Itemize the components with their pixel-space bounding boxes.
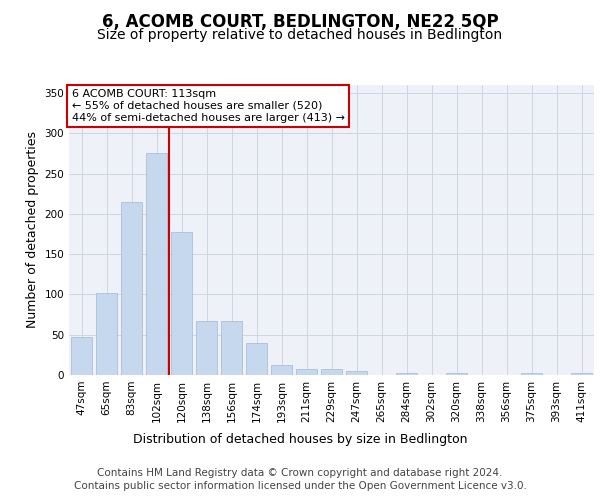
Bar xyxy=(146,154,167,375)
Text: Size of property relative to detached houses in Bedlington: Size of property relative to detached ho… xyxy=(97,28,503,42)
Bar xyxy=(96,293,117,375)
Text: Contains public sector information licensed under the Open Government Licence v3: Contains public sector information licen… xyxy=(74,481,526,491)
Bar xyxy=(346,371,367,375)
Bar xyxy=(121,202,142,375)
Bar xyxy=(446,374,467,375)
Bar xyxy=(221,321,242,375)
Bar xyxy=(321,368,342,375)
Bar xyxy=(196,321,217,375)
Text: Contains HM Land Registry data © Crown copyright and database right 2024.: Contains HM Land Registry data © Crown c… xyxy=(97,468,503,477)
Text: Distribution of detached houses by size in Bedlington: Distribution of detached houses by size … xyxy=(133,432,467,446)
Bar xyxy=(271,364,292,375)
Bar xyxy=(396,374,417,375)
Bar xyxy=(246,343,267,375)
Bar xyxy=(71,337,92,375)
Bar xyxy=(571,374,592,375)
Bar xyxy=(171,232,192,375)
Text: 6 ACOMB COURT: 113sqm
← 55% of detached houses are smaller (520)
44% of semi-det: 6 ACOMB COURT: 113sqm ← 55% of detached … xyxy=(71,90,344,122)
Text: 6, ACOMB COURT, BEDLINGTON, NE22 5QP: 6, ACOMB COURT, BEDLINGTON, NE22 5QP xyxy=(101,12,499,30)
Bar xyxy=(296,368,317,375)
Bar xyxy=(521,374,542,375)
Y-axis label: Number of detached properties: Number of detached properties xyxy=(26,132,39,328)
